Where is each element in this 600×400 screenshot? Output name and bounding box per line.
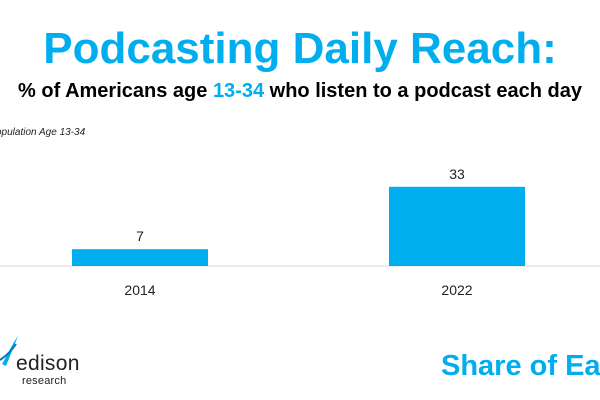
bar-chart: 7 2014 33 2022 [0,166,600,298]
edison-logo: edison research [0,330,90,387]
bar-2014 [72,249,208,266]
population-note: opulation Age 13-34 [0,127,86,138]
subtitle-highlight: 13-34 [212,80,265,102]
x-tick-label-2022: 2022 [441,282,472,298]
chart-subtitle: % of Americans age 13-34 who listen to a… [0,78,600,104]
bar-2022 [389,186,525,266]
data-label-2014: 7 [136,228,144,244]
subtitle-after: who listen to a podcast each day [264,80,582,102]
edison-swoosh-icon [0,336,18,366]
logo-word: edison [16,352,80,375]
logo-subword: research [22,375,67,387]
data-label-2022: 33 [449,166,465,182]
subtitle-before: % of Americans age [18,80,213,102]
chart-title: Podcasting Daily Reach: [43,24,557,73]
share-of-ear-text: Share of Ea [441,350,600,382]
x-tick-label-2014: 2014 [124,282,155,298]
